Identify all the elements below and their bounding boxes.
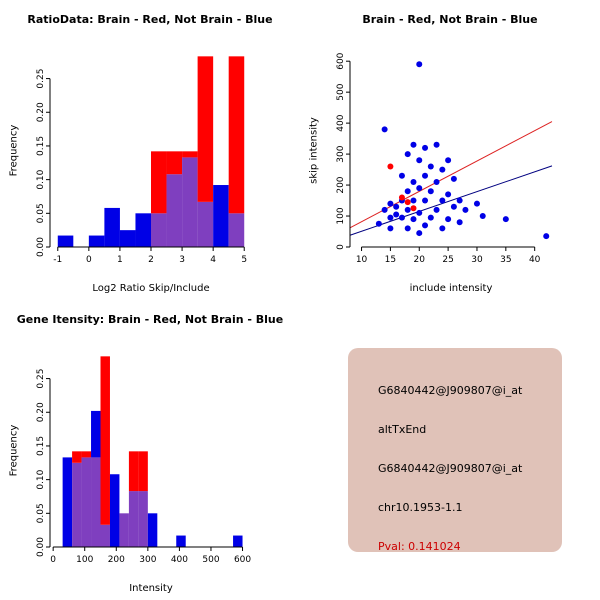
svg-text:0.20: 0.20 <box>36 402 46 422</box>
scatter-ylabel: skip intensity <box>308 117 320 184</box>
svg-text:0.25: 0.25 <box>36 369 46 389</box>
svg-text:200: 200 <box>336 176 346 193</box>
probe-id-line: G6840442@J909807@i_at <box>378 384 523 397</box>
gene-histogram-chart: 0 100 200 300 400 500 600 0.00 0.05 0.10 0.15 0.20 0… <box>36 356 251 565</box>
svg-text:0.20: 0.20 <box>36 102 46 122</box>
chromosome-line: chr10.1953-1.1 <box>378 501 463 514</box>
svg-text:40: 40 <box>529 255 541 265</box>
svg-text:5: 5 <box>241 255 247 265</box>
ratio-hist-xlabel: Log2 Ratio Skip/Include <box>92 283 210 294</box>
svg-text:0.15: 0.15 <box>36 436 46 456</box>
svg-text:3: 3 <box>179 255 185 265</box>
panel-gene-histogram: 0 100 200 300 400 500 600 0.00 0.05 0.10 0.15 0.20 0… <box>0 300 300 600</box>
svg-text:0: 0 <box>86 255 92 265</box>
svg-text:0.00: 0.00 <box>36 537 46 557</box>
svg-text:0.05: 0.05 <box>36 203 46 223</box>
svg-text:400: 400 <box>336 114 346 131</box>
scatter-xlabel: include intensity <box>409 283 493 294</box>
svg-text:0.05: 0.05 <box>36 503 46 523</box>
svg-text:2: 2 <box>148 255 154 265</box>
gene-hist-ylabel: Frequency <box>8 424 20 477</box>
ratio-histogram-chart: -1 0 1 2 3 4 5 0.00 0.05 0.10 0.15 0.20 0.25 <box>36 56 247 265</box>
svg-text:1: 1 <box>117 255 123 265</box>
svg-text:500: 500 <box>202 555 219 565</box>
svg-text:-1: -1 <box>53 255 62 265</box>
svg-text:0: 0 <box>50 555 56 565</box>
pval-line: Pval: 0.141024 <box>378 540 461 553</box>
scatter-title: Brain - Red, Not Brain - Blue <box>362 13 538 26</box>
svg-text:200: 200 <box>108 555 125 565</box>
svg-text:400: 400 <box>171 555 188 565</box>
svg-text:20: 20 <box>414 255 426 265</box>
ratio-hist-ylabel: Frequency <box>8 124 20 177</box>
svg-text:500: 500 <box>336 83 346 100</box>
svg-text:0.10: 0.10 <box>36 169 46 189</box>
svg-text:15: 15 <box>385 255 396 265</box>
svg-text:300: 300 <box>139 555 156 565</box>
svg-text:0.15: 0.15 <box>36 136 46 156</box>
svg-text:600: 600 <box>336 52 346 69</box>
svg-text:25: 25 <box>442 255 453 265</box>
svg-text:10: 10 <box>356 255 368 265</box>
svg-text:300: 300 <box>336 145 346 162</box>
gene-hist-xlabel: Intensity <box>129 583 173 594</box>
panel-intensity-scatter: 10 15 20 25 30 35 40 0 100 200 300 400 500 600 Brain … <box>300 0 600 300</box>
panel-ratio-histogram: -1 0 1 2 3 4 5 0.00 0.05 0.10 0.15 0.20 0.25 RatioDa… <box>0 0 300 300</box>
svg-text:100: 100 <box>76 555 93 565</box>
svg-text:600: 600 <box>234 555 251 565</box>
probe-id-line-2: G6840442@J909807@i_at <box>378 462 523 475</box>
svg-text:30: 30 <box>471 255 483 265</box>
ratio-hist-title: RatioData: Brain - Red, Not Brain - Blue <box>27 13 273 26</box>
panel-gene-info: G6840442@J909807@i_at altTxEnd G6840442@… <box>300 300 600 600</box>
event-type-line: altTxEnd <box>378 423 427 436</box>
svg-text:0.00: 0.00 <box>36 237 46 257</box>
svg-text:4: 4 <box>210 255 216 265</box>
gene-hist-title: Gene Itensity: Brain - Red, Not Brain - … <box>16 313 284 326</box>
svg-text:35: 35 <box>500 255 511 265</box>
svg-text:0.25: 0.25 <box>36 69 46 89</box>
svg-text:0: 0 <box>336 244 346 250</box>
info-box: G6840442@J909807@i_at altTxEnd G6840442@… <box>348 348 562 553</box>
svg-text:0.10: 0.10 <box>36 469 46 489</box>
svg-text:100: 100 <box>336 207 346 224</box>
